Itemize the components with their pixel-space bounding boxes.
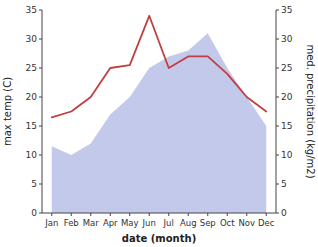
- y-tick: [39, 39, 42, 40]
- y-tick-label: 0: [31, 208, 37, 218]
- x-tick-label: Apr: [103, 218, 118, 228]
- y-tick: [39, 213, 42, 214]
- y-tick: [39, 68, 42, 69]
- x-tick-label: Dec: [258, 218, 275, 228]
- y2-tick-label: 35: [281, 5, 292, 15]
- x-tick: [149, 213, 150, 216]
- y2-tick: [276, 184, 279, 185]
- x-tick-label: Nov: [238, 218, 255, 228]
- y-tick-label: 30: [26, 34, 38, 44]
- x-tick-label: Aug: [180, 218, 197, 228]
- x-tick-label: Jul: [163, 218, 174, 228]
- x-tick: [227, 213, 228, 216]
- x-tick: [266, 213, 267, 216]
- y2-axis-label: med. precipitation (kg/m2): [305, 44, 316, 178]
- y-tick: [39, 184, 42, 185]
- axes: 0 5 10 15 20 25 30 35 0 5 10 15 20 25 30 35 Jan Feb MarApr…: [26, 5, 293, 228]
- chart: 0 5 10 15 20 25 30 35 0 5 10 15 20 25 30 35 Jan Feb MarApr…: [0, 0, 318, 247]
- y-axis-label: max temp (C): [2, 77, 13, 146]
- y2-tick-label: 10: [281, 150, 293, 160]
- y-axis-line: [42, 10, 43, 213]
- x-axis-line: [42, 213, 276, 214]
- x-tick: [71, 213, 72, 216]
- y2-tick-label: 20: [281, 92, 293, 102]
- x-tick-label: Sep: [200, 218, 216, 228]
- y2-tick: [276, 97, 279, 98]
- y-tick-label: 5: [31, 179, 37, 189]
- y2-tick: [276, 68, 279, 69]
- x-tick: [90, 213, 91, 216]
- y-tick-label: 35: [26, 5, 37, 15]
- y-tick-label: 25: [26, 63, 37, 73]
- x-tick-label: Jun: [142, 218, 156, 228]
- y-tick: [39, 126, 42, 127]
- x-tick-label: Jan: [44, 218, 58, 228]
- x-tick-label: Feb: [64, 218, 79, 228]
- y-tick: [39, 97, 42, 98]
- precip-line: [52, 16, 267, 118]
- y2-axis-line: [276, 10, 277, 213]
- y2-tick: [276, 10, 279, 11]
- y-tick: [39, 155, 42, 156]
- y-tick-label: 10: [26, 150, 38, 160]
- temp-area: [52, 33, 267, 213]
- x-tick: [207, 213, 208, 216]
- x-axis-label: date (month): [122, 233, 196, 244]
- x-tick: [188, 213, 189, 216]
- y2-tick-label: 15: [281, 121, 292, 131]
- y2-tick: [276, 213, 279, 214]
- y2-tick-label: 5: [281, 179, 287, 189]
- x-tick: [110, 213, 111, 216]
- x-tick: [51, 213, 52, 216]
- y2-tick: [276, 39, 279, 40]
- x-tick: [129, 213, 130, 216]
- y2-tick-label: 0: [281, 208, 287, 218]
- y2-tick: [276, 126, 279, 127]
- x-tick-label: May: [121, 218, 139, 228]
- plot-area: [52, 16, 267, 213]
- y2-tick-label: 25: [281, 63, 292, 73]
- y-tick: [39, 10, 42, 11]
- x-tick-label: Oct: [220, 218, 235, 228]
- y-tick-label: 20: [26, 92, 38, 102]
- x-tick: [246, 213, 247, 216]
- y2-tick: [276, 155, 279, 156]
- y2-tick-label: 30: [281, 34, 293, 44]
- y-tick-label: 15: [26, 121, 37, 131]
- x-tick: [168, 213, 169, 216]
- x-tick-label: Mar: [83, 218, 100, 228]
